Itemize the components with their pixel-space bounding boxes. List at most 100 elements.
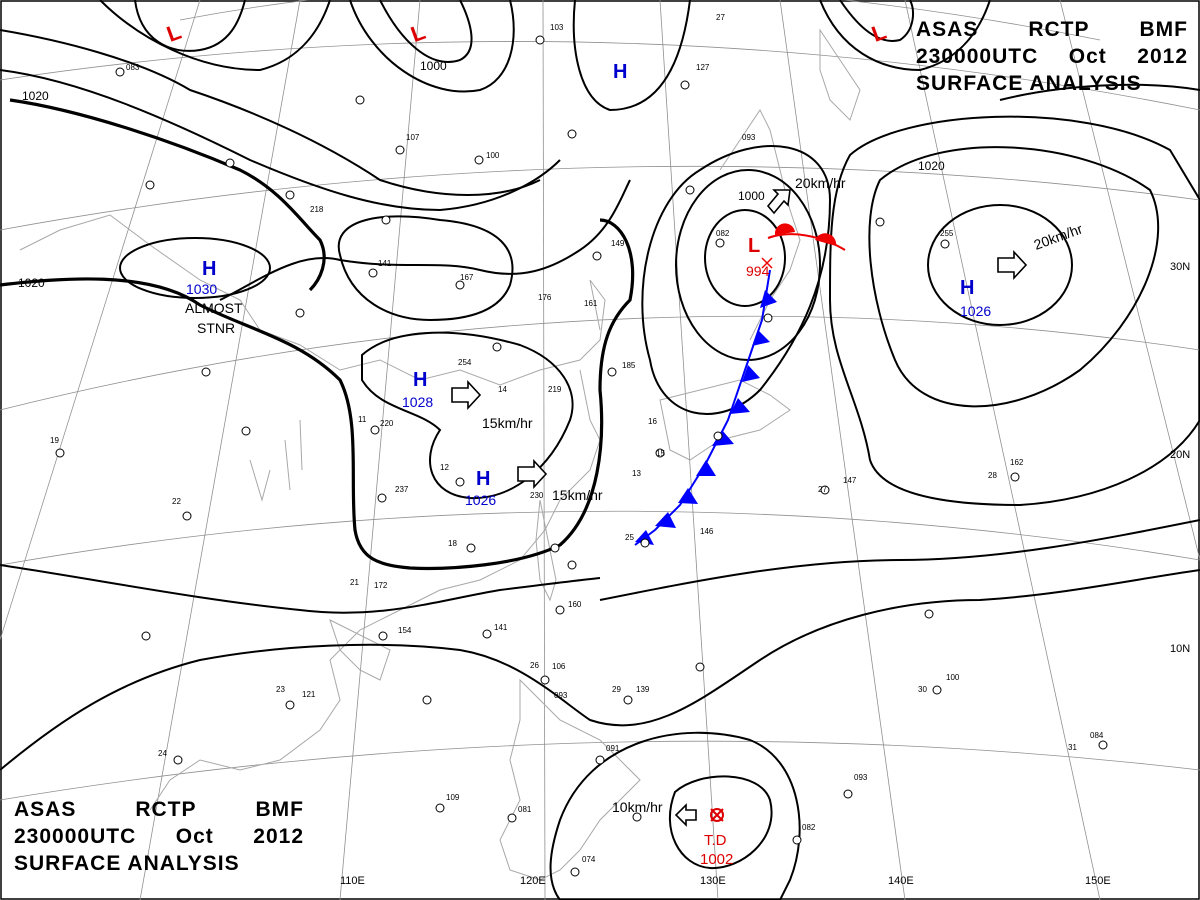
header-line-3: SURFACE ANALYSIS: [14, 852, 240, 875]
station-number: 160: [568, 600, 582, 609]
lon-label: 150E: [1085, 875, 1111, 887]
lon-label: 120E: [520, 875, 546, 887]
high-value: 1030: [186, 281, 217, 297]
station-number: 082: [802, 823, 816, 832]
isobar-low-ring-1: [704, 209, 786, 307]
td-label: T.D: [704, 832, 727, 849]
lat-label: 20N: [1170, 449, 1190, 461]
motion-label: 20km/hr: [795, 175, 846, 191]
station-number: 103: [550, 23, 564, 32]
station-number: 093: [742, 133, 756, 142]
motion-arrows: [451, 189, 1028, 827]
station-number: 093: [554, 691, 568, 700]
station-number: 185: [622, 361, 636, 370]
low-value: 994: [746, 263, 770, 279]
station-number: 16: [648, 417, 657, 426]
high-symbol: H: [960, 277, 974, 299]
cold-front: [634, 269, 777, 546]
station-number: 109: [446, 793, 460, 802]
isobar-sw-2: [0, 569, 1200, 771]
isobar-upper-2: [99, 0, 331, 72]
station-number: 091: [606, 744, 620, 753]
station-number: 28: [988, 471, 997, 480]
station-number: 106: [552, 662, 566, 671]
motion-label: 15km/hr: [552, 487, 603, 503]
station-number: 27: [716, 13, 725, 22]
isobar-top-right: [839, 0, 914, 42]
station-number: 154: [398, 626, 412, 635]
station-number: 21: [350, 578, 359, 587]
header-line-2: 230000UTC Oct 2012: [916, 43, 1188, 70]
header-code-rctp: RCTP: [1028, 18, 1090, 41]
station-number: 25: [625, 533, 634, 542]
lon-label: 110E: [340, 875, 365, 887]
station-number: 141: [494, 623, 508, 632]
isobar-high-east-outer: [868, 146, 1160, 408]
station-number: 082: [716, 229, 730, 238]
lat-label: 30N: [1170, 261, 1190, 273]
high-value: 1028: [402, 394, 433, 410]
isobar-upper-3: [0, 29, 541, 196]
station-number: 107: [406, 133, 420, 142]
isobar-high-north: [572, 0, 691, 112]
station-number: 139: [636, 685, 650, 694]
map-text: 110E 120E 130E 140E 150E 30N 20N 10N 102…: [18, 13, 1190, 887]
isobar-east-big: [828, 115, 1200, 507]
low-symbol: L: [748, 235, 760, 257]
station-number: 149: [611, 239, 625, 248]
isobar-sw-1: [0, 564, 601, 614]
isobar-label: 1020: [18, 276, 45, 290]
station-number: 219: [548, 385, 562, 394]
header-month: Oct: [1068, 45, 1107, 68]
station-number: 176: [538, 293, 552, 302]
header-time: 230000UTC: [14, 825, 137, 848]
motion-label: 10km/hr: [612, 799, 663, 815]
station-number: 218: [310, 205, 324, 214]
station-number: 083: [126, 63, 140, 72]
isobar-mid-2: [337, 215, 514, 322]
isobar-label: 1020: [22, 89, 49, 103]
station-number: 13: [632, 469, 641, 478]
low-symbol: L: [163, 19, 184, 47]
station-number: 146: [700, 527, 714, 536]
high-value: 1026: [960, 303, 991, 319]
station-number: 141: [378, 259, 392, 268]
station-number: 14: [498, 385, 507, 394]
station-number: 237: [395, 485, 409, 494]
station-number: 162: [1010, 458, 1024, 467]
station-number: 220: [380, 419, 394, 428]
station-number: 230: [530, 491, 544, 500]
high-symbol: H: [476, 468, 490, 490]
isobar-label: 1000: [420, 59, 447, 73]
station-number: 15: [656, 449, 665, 458]
high-symbol: H: [413, 369, 427, 391]
station-number: 081: [518, 805, 532, 814]
isobar-top-low-1: [379, 0, 473, 63]
station-number: 27: [818, 485, 827, 494]
station-number: 12: [440, 463, 449, 472]
station-number: 254: [458, 358, 472, 367]
station-number: 100: [486, 151, 500, 160]
station-number: 167: [460, 273, 474, 282]
isobar-east-low-lat: [599, 519, 1200, 601]
station-number: 161: [584, 299, 598, 308]
high-symbol: H: [202, 258, 216, 280]
motion-label: 15km/hr: [482, 415, 533, 431]
isobar-label: 1000: [738, 189, 765, 203]
station-number: 11: [358, 415, 367, 424]
header-code-bmf: BMF: [255, 798, 304, 821]
high-symbol: H: [613, 61, 627, 83]
station-number: 26: [530, 661, 539, 670]
station-number: 074: [582, 855, 596, 864]
station-number: 084: [1090, 731, 1104, 740]
header-top: ASAS RCTP BMF 230000UTC Oct 2012 SURFACE…: [916, 16, 1188, 97]
header-line-2: 230000UTC Oct 2012: [14, 823, 304, 850]
isobar-label: 1020: [918, 159, 945, 173]
isobar-1020-north: [9, 98, 326, 292]
isobar-high-east-inner: [927, 204, 1073, 326]
low-symbol: L: [868, 19, 889, 47]
station-number: 100: [946, 673, 960, 682]
header-month: Oct: [175, 825, 214, 848]
motion-arrow-2: [517, 458, 548, 490]
